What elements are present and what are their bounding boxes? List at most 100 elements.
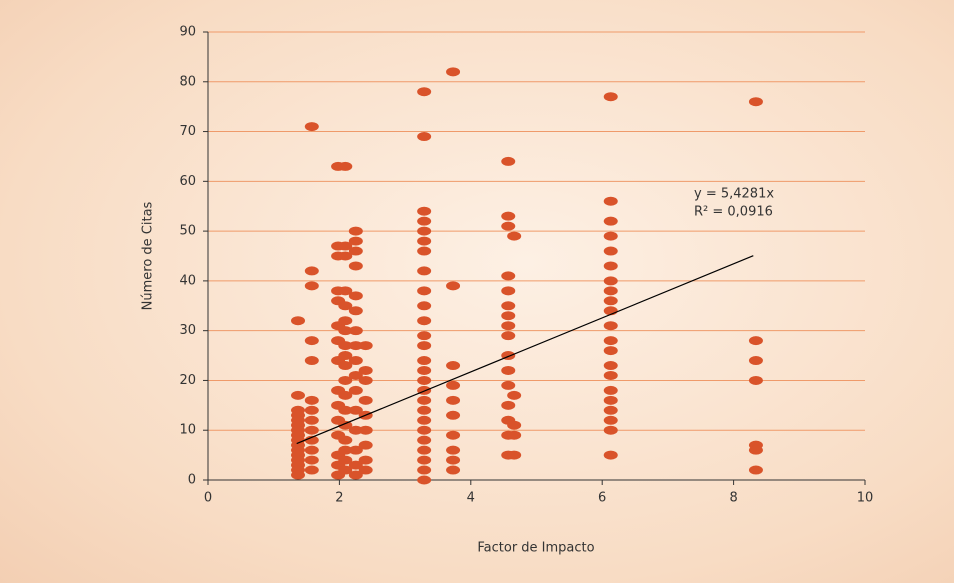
point	[417, 405, 432, 415]
point	[501, 365, 516, 375]
point	[603, 92, 618, 102]
point	[603, 385, 618, 395]
point	[348, 291, 363, 301]
point	[304, 455, 319, 465]
point	[507, 231, 522, 241]
point	[501, 271, 516, 281]
point	[304, 395, 319, 405]
y-tick-label: 40	[179, 273, 196, 288]
point	[304, 336, 319, 346]
point	[446, 361, 461, 371]
point	[358, 375, 373, 385]
point	[417, 356, 432, 366]
point	[501, 321, 516, 331]
point	[291, 316, 306, 326]
point	[304, 356, 319, 366]
point	[446, 445, 461, 455]
point	[338, 286, 353, 296]
point	[417, 415, 432, 425]
y-tick-label: 20	[179, 373, 196, 388]
point	[358, 440, 373, 450]
point	[501, 311, 516, 321]
trendline	[296, 255, 754, 445]
point	[417, 341, 432, 351]
point	[748, 445, 763, 455]
y-axis-label: Número de Citas	[141, 201, 156, 310]
point	[603, 450, 618, 460]
point	[501, 331, 516, 341]
point	[501, 286, 516, 296]
point	[358, 465, 373, 475]
point	[417, 216, 432, 226]
point	[417, 475, 432, 485]
point	[507, 450, 522, 460]
point	[348, 326, 363, 336]
point	[501, 221, 516, 231]
point	[446, 430, 461, 440]
y-tick-label: 30	[179, 323, 196, 338]
point	[417, 286, 432, 296]
point	[304, 415, 319, 425]
point	[348, 226, 363, 236]
point	[417, 395, 432, 405]
point	[603, 395, 618, 405]
annotation: y = 5,4281x	[694, 187, 774, 202]
point	[338, 465, 353, 475]
point	[417, 425, 432, 435]
point	[748, 465, 763, 475]
point	[348, 236, 363, 246]
point	[748, 356, 763, 366]
point	[338, 326, 353, 336]
point	[338, 435, 353, 445]
point	[358, 365, 373, 375]
point	[338, 316, 353, 326]
point	[603, 261, 618, 271]
point	[446, 281, 461, 291]
point	[304, 405, 319, 415]
point	[338, 251, 353, 261]
point	[748, 336, 763, 346]
point	[603, 276, 618, 286]
point	[417, 87, 432, 97]
x-tick-label: 0	[204, 491, 212, 506]
point	[603, 415, 618, 425]
point	[338, 445, 353, 455]
point	[417, 316, 432, 326]
point	[417, 331, 432, 341]
point	[603, 246, 618, 256]
point	[446, 410, 461, 420]
point	[338, 375, 353, 385]
x-tick-label: 10	[857, 491, 874, 506]
point	[358, 395, 373, 405]
point	[348, 370, 363, 380]
point	[338, 361, 353, 371]
point	[304, 435, 319, 445]
point	[417, 375, 432, 385]
point	[417, 246, 432, 256]
point	[338, 161, 353, 171]
point	[358, 425, 373, 435]
point	[291, 470, 306, 480]
point	[348, 470, 363, 480]
point	[304, 445, 319, 455]
point	[603, 231, 618, 241]
point	[338, 241, 353, 251]
point	[748, 97, 763, 107]
point	[417, 206, 432, 216]
point	[417, 365, 432, 375]
point	[417, 132, 432, 142]
point	[291, 390, 306, 400]
point	[348, 460, 363, 470]
x-tick-label: 4	[467, 491, 475, 506]
point	[417, 226, 432, 236]
point	[338, 420, 353, 430]
point	[348, 425, 363, 435]
point	[501, 211, 516, 221]
annotation: R² = 0,0916	[694, 205, 773, 220]
point	[358, 455, 373, 465]
y-tick-label: 80	[179, 74, 196, 89]
point	[417, 455, 432, 465]
point	[348, 306, 363, 316]
x-axis-label: Factor de Impacto	[477, 541, 594, 556]
y-tick-label: 90	[179, 25, 196, 40]
